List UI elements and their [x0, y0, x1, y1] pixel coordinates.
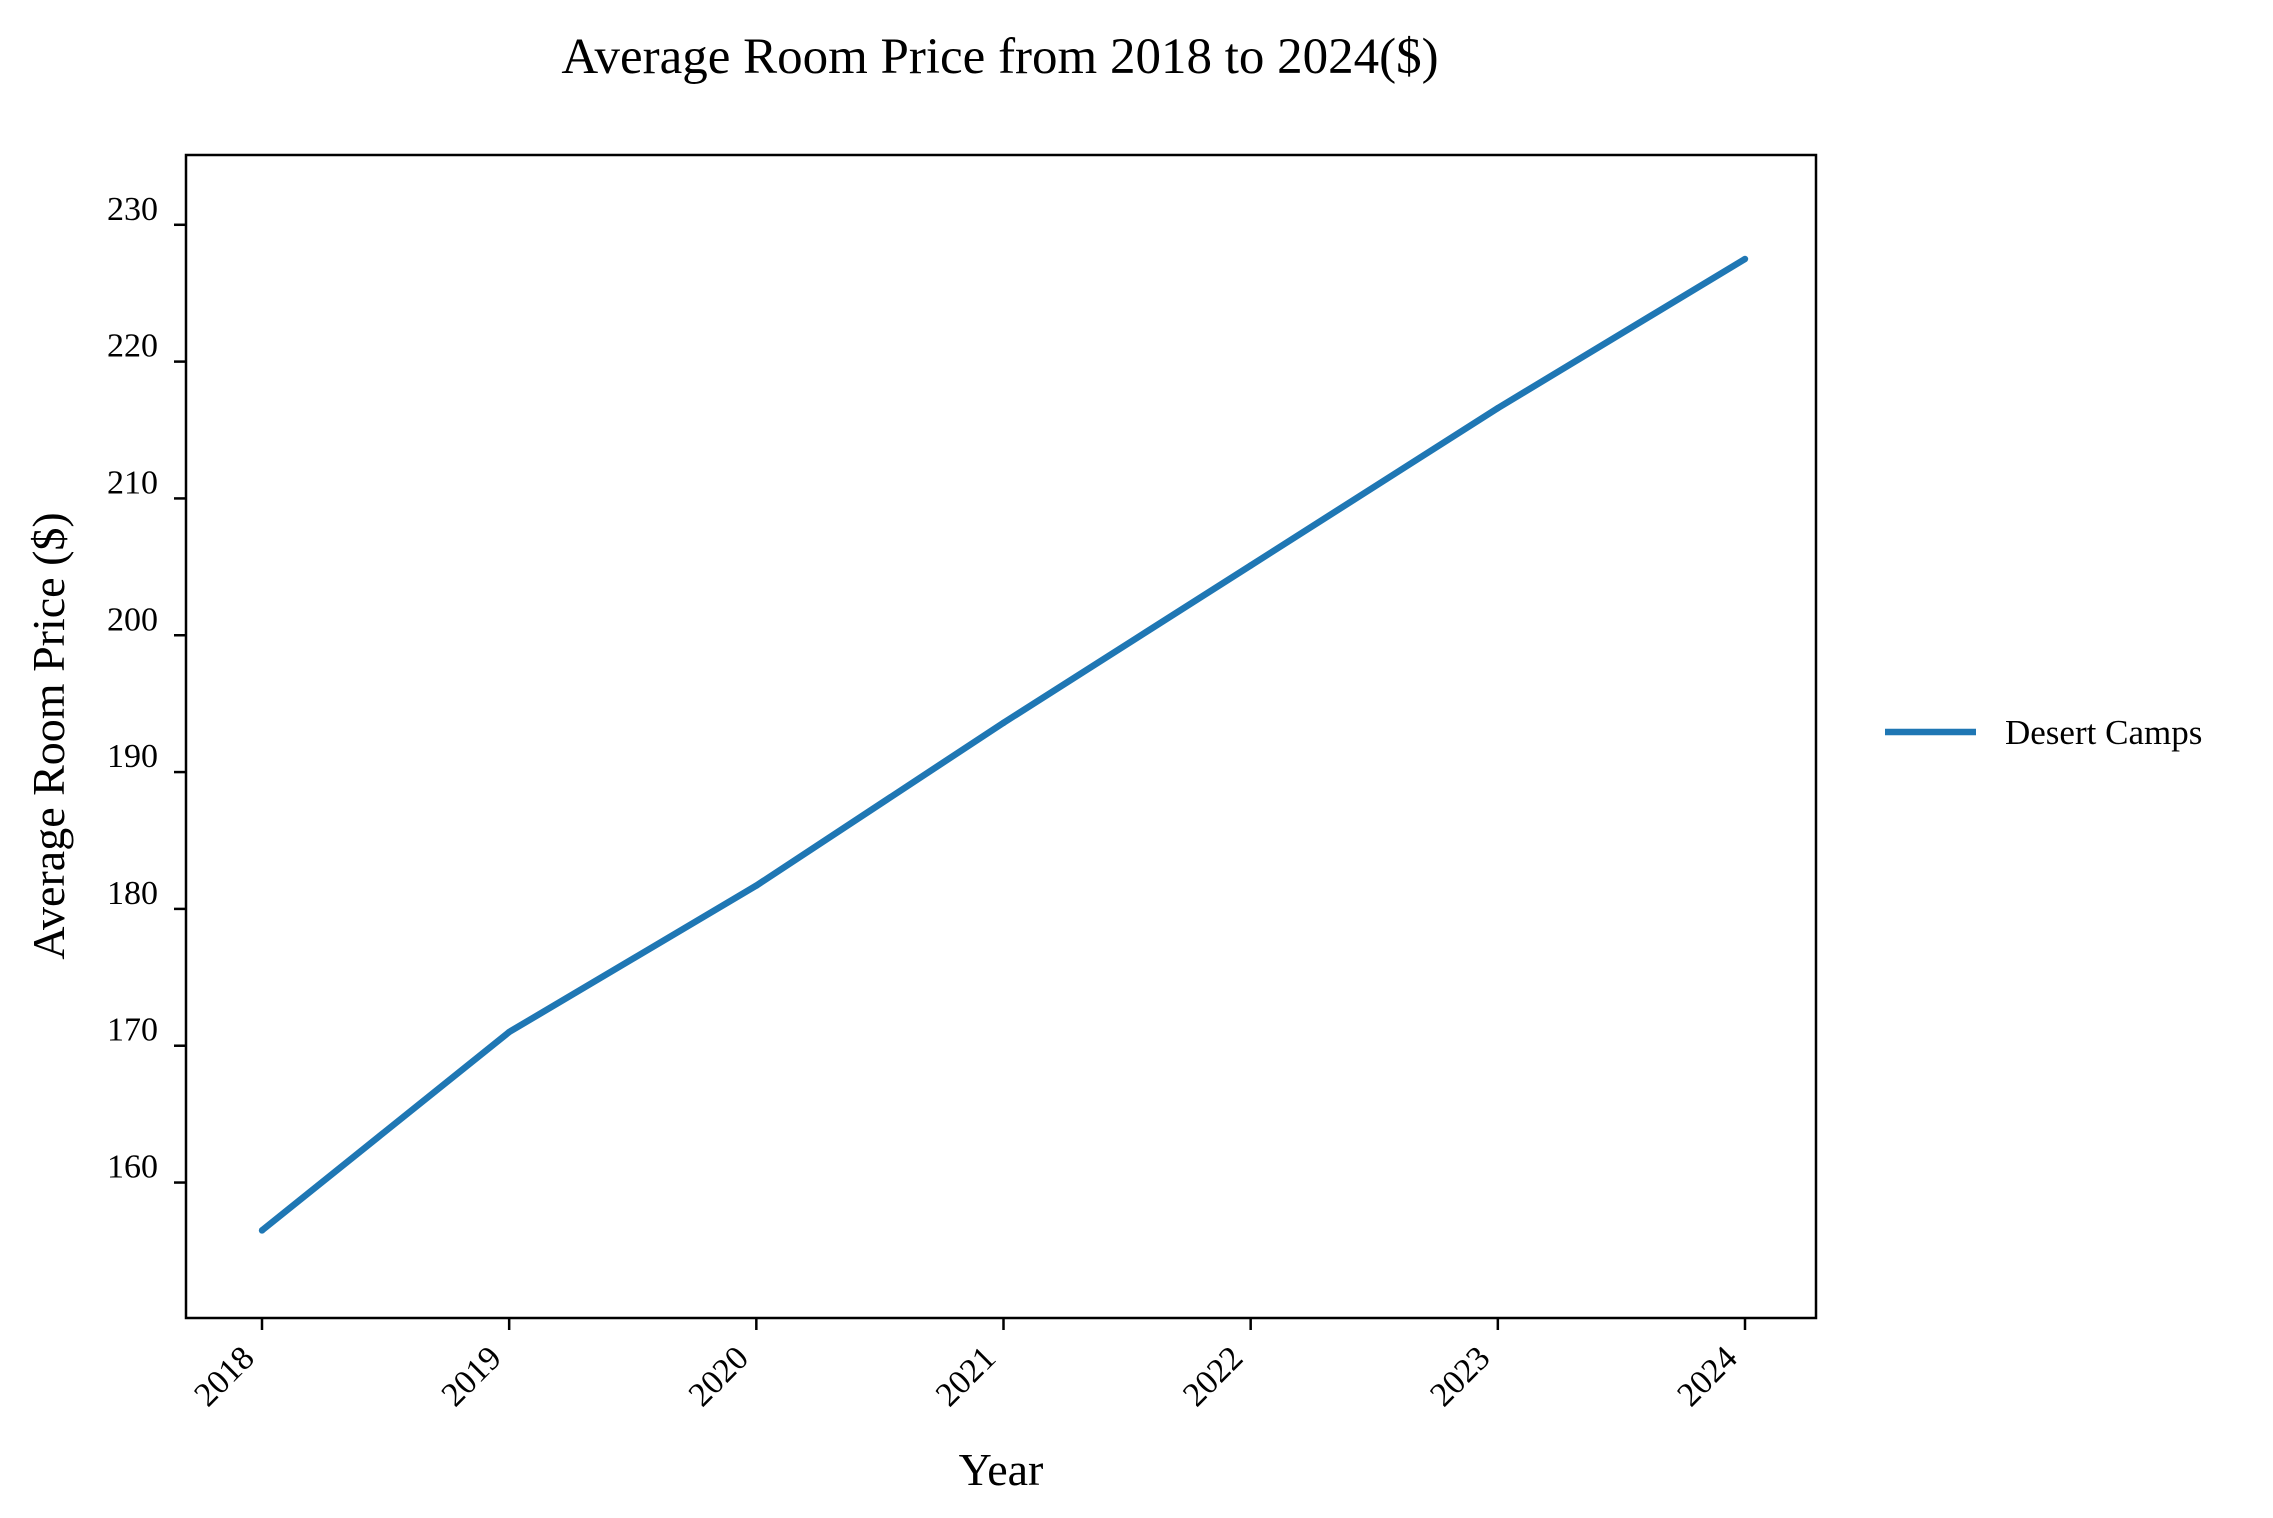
data-point — [505, 1028, 513, 1036]
data-point — [1000, 719, 1007, 727]
y-tick-label: 210 — [107, 464, 158, 501]
y-axis-label: Average Room Price ($) — [23, 512, 74, 960]
x-tick-label: 2019 — [435, 1339, 509, 1413]
y-tick-label: 190 — [107, 738, 158, 775]
x-tick-label: 2024 — [1670, 1339, 1744, 1413]
legend: Desert Camps — [1885, 713, 2202, 752]
data-point — [1494, 404, 1502, 412]
y-axis-ticks: 160 170 180 190 200 210 220 230 — [107, 191, 186, 1186]
data-point — [1741, 255, 1749, 263]
data-point — [1247, 562, 1254, 569]
x-tick-label: 2023 — [1423, 1339, 1497, 1413]
series-layer — [258, 255, 1749, 1234]
y-tick-label: 230 — [107, 191, 158, 228]
x-axis-ticks: 2018 2019 2020 2021 2022 2023 2024 — [187, 1318, 1747, 1414]
legend-label-desert-camps: Desert Camps — [2005, 713, 2202, 752]
y-tick-label: 180 — [107, 875, 158, 912]
y-tick-label: 200 — [107, 601, 158, 638]
chart-title: Average Room Price from 2018 to 2024($) — [561, 29, 1438, 85]
plot-area-frame — [184, 153, 1818, 1320]
y-tick-label: 170 — [107, 1012, 158, 1049]
y-tick-label: 160 — [107, 1149, 158, 1186]
x-tick-label: 2021 — [929, 1339, 1003, 1413]
data-point — [753, 882, 760, 889]
series-line-desert-camps — [259, 256, 1747, 1233]
x-axis-label: Year — [959, 1444, 1044, 1495]
x-tick-label: 2022 — [1176, 1339, 1250, 1413]
x-tick-label: 2018 — [187, 1339, 261, 1413]
data-point — [258, 1227, 266, 1234]
y-tick-label: 220 — [107, 328, 158, 365]
x-tick-label: 2020 — [682, 1339, 756, 1413]
